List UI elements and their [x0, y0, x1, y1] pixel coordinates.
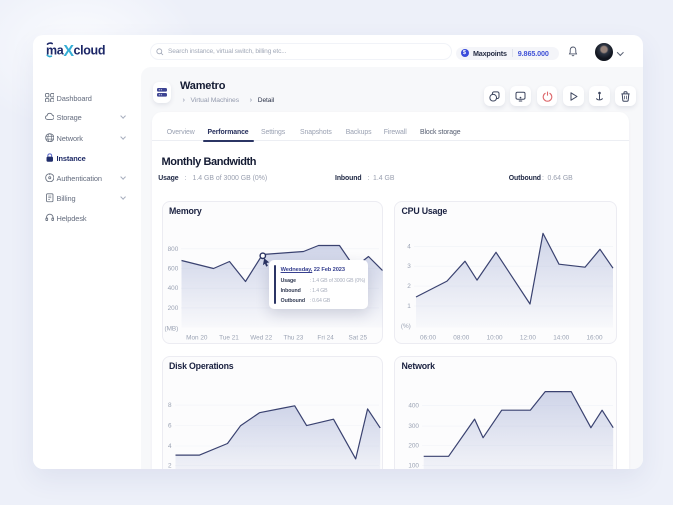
svg-text:2: 2	[407, 283, 411, 290]
svg-text:Sat 25: Sat 25	[348, 334, 367, 341]
svg-text:6: 6	[167, 422, 171, 429]
svg-text:Fri 24: Fri 24	[317, 334, 334, 341]
svg-text:600: 600	[167, 265, 178, 272]
svg-text:06:00: 06:00	[420, 334, 436, 341]
svg-text:Mon 20: Mon 20	[186, 334, 208, 341]
svg-text:200: 200	[408, 442, 419, 449]
svg-text:Thu 23: Thu 23	[283, 334, 303, 341]
svg-text:400: 400	[408, 402, 419, 409]
svg-text:3: 3	[407, 263, 411, 270]
svg-text:4: 4	[407, 243, 411, 250]
svg-text:14:00: 14:00	[553, 334, 569, 341]
svg-text:1: 1	[407, 303, 411, 310]
svg-text:400: 400	[167, 285, 178, 292]
svg-text:Wed 22: Wed 22	[250, 334, 272, 341]
svg-text:(%): (%)	[401, 323, 411, 330]
svg-text:Tue 21: Tue 21	[219, 334, 239, 341]
svg-text:4: 4	[167, 443, 171, 450]
svg-text:08:00: 08:00	[453, 334, 469, 341]
svg-text:300: 300	[408, 423, 419, 430]
svg-text:10:00: 10:00	[487, 334, 503, 341]
svg-text:(MB): (MB)	[164, 325, 178, 332]
svg-text:12:00: 12:00	[520, 334, 536, 341]
svg-text:2: 2	[167, 462, 171, 469]
svg-text:100: 100	[408, 462, 419, 469]
svg-text:16:00: 16:00	[587, 334, 603, 341]
svg-text:800: 800	[167, 245, 178, 252]
svg-text:200: 200	[167, 304, 178, 311]
svg-text:8: 8	[167, 402, 171, 409]
